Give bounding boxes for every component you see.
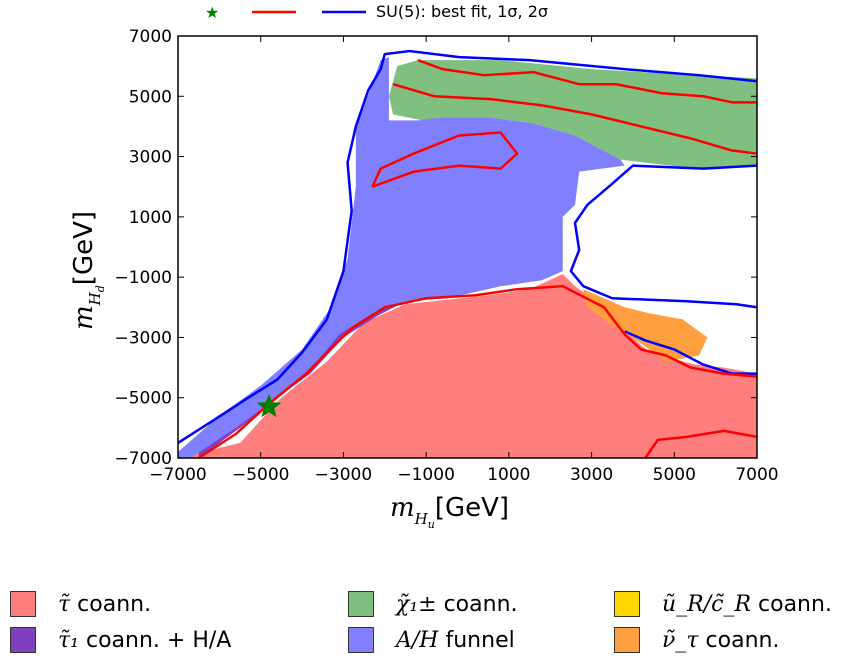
legend-uR-cR-coann: ũ_R/c̃_R coann. <box>614 590 832 618</box>
contour-1sigma-6 <box>371 131 519 188</box>
ticks-layer: −7000 −5000 −3000 −1000 1000 3000 5000 7000 −700… <box>114 27 778 485</box>
contour-1sigma-3 <box>197 284 758 460</box>
legend-label-chargino: χ̃₁± coann. <box>396 591 518 617</box>
legend-swatch-stau <box>10 591 36 617</box>
y-tick-label: −1000 <box>114 268 172 288</box>
x-tick-label: −1000 <box>397 465 455 485</box>
y-tick-label: −5000 <box>114 389 172 409</box>
x-tick-label: 3000 <box>570 465 613 485</box>
axis-labels: mHu[GeV] mHd[GeV] <box>69 211 509 531</box>
x-tick-label: 5000 <box>653 465 696 485</box>
legend-swatch-uR-cR <box>614 591 640 617</box>
legend-AH-funnel: A/H funnel <box>348 626 515 654</box>
region-sneutrino_tau_coann <box>583 289 708 362</box>
x-tick-label: 1000 <box>487 465 530 485</box>
legend-stau1-coann-HA: τ̃₁ coann. + H/A <box>10 626 231 654</box>
plot-frame <box>177 35 758 459</box>
contour-2sigma-0 <box>177 49 758 444</box>
y-tick-label: −7000 <box>114 449 172 469</box>
y-axis-label: mHd[GeV] <box>69 211 107 330</box>
x-tick-label: −3000 <box>315 465 373 485</box>
best-fit-star <box>256 393 282 418</box>
legend-swatch-stau1 <box>10 627 36 653</box>
legend-swatch-chargino <box>348 591 374 617</box>
top-legend-label: SU(5): best fit, 1σ, 2σ <box>376 2 548 21</box>
contours-layer <box>177 49 758 460</box>
contour-1sigma-4 <box>417 58 757 104</box>
legend-stau-coann: τ̃ coann. <box>10 590 151 618</box>
top-legend: ★ SU(5): best fit, 1σ, 2σ <box>205 2 548 22</box>
x-tick-label: −7000 <box>149 465 207 485</box>
y-tick-label: 7000 <box>129 27 172 47</box>
y-tick-label: 5000 <box>129 87 172 107</box>
contour-2sigma-1 <box>569 164 758 309</box>
contour-1sigma-5 <box>392 83 758 155</box>
bottom-legend: τ̃ coann. χ̃₁± coann. ũ_R/c̃_R coann. τ̃… <box>0 582 846 658</box>
y-tick-label: 1000 <box>129 208 172 228</box>
regions-layer <box>178 57 757 458</box>
legend-swatch-AH <box>348 627 374 653</box>
legend-label-stau1: τ̃₁ coann. + H/A <box>58 627 232 653</box>
legend-label-AH: A/H funnel <box>396 627 515 653</box>
legend-chargino-coann: χ̃₁± coann. <box>348 590 518 618</box>
contour-1sigma-7 <box>644 429 758 459</box>
best-fit-legend-marker: ★ <box>205 3 219 22</box>
x-tick-label: −5000 <box>232 465 290 485</box>
chart-canvas: −7000 −5000 −3000 −1000 1000 3000 5000 7000 −700… <box>69 2 779 531</box>
x-tick-label: 7000 <box>735 465 778 485</box>
best-fit-layer <box>256 393 282 418</box>
legend-label-uR-cR: ũ_R/c̃_R coann. <box>662 591 832 617</box>
region-chargino_coann <box>388 60 757 169</box>
legend-label-stau: τ̃ coann. <box>58 591 152 617</box>
y-tick-label: −3000 <box>114 328 172 348</box>
legend-swatch-sneutrino <box>614 627 640 653</box>
y-tick-label: 3000 <box>129 148 172 168</box>
legend-label-sneutrino: ν̃_τ coann. <box>662 627 780 653</box>
legend-sneutrino-coann: ν̃_τ coann. <box>614 626 779 654</box>
x-axis-label: mHu[GeV] <box>390 493 509 531</box>
